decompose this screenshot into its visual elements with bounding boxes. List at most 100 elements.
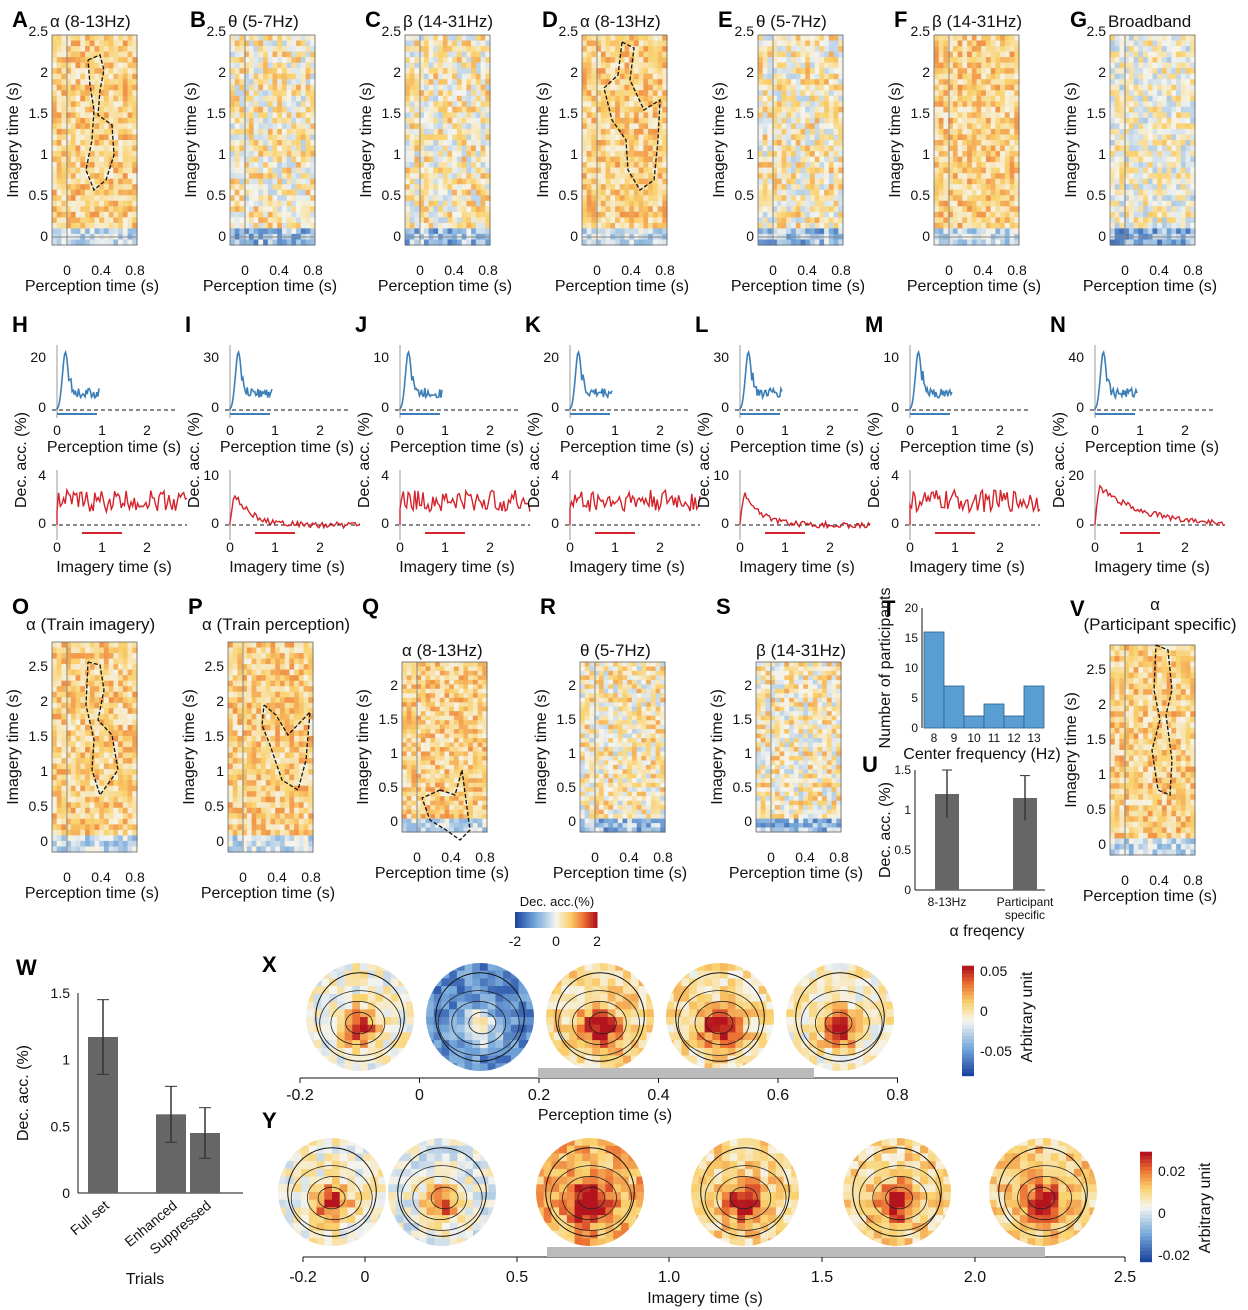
heatmap-cell <box>948 73 954 80</box>
heatmap-cell <box>438 40 444 47</box>
heatmap-cell <box>230 162 236 169</box>
heatmap-cell <box>480 84 486 91</box>
heatmap-cell <box>447 79 453 86</box>
heatmap-cell <box>1009 151 1015 158</box>
heatmap-cell <box>52 123 58 130</box>
heatmap-cell <box>781 106 787 113</box>
heatmap-cell <box>990 35 996 42</box>
heatmap-cell <box>657 117 663 124</box>
heatmap-cell <box>1000 46 1006 53</box>
heatmap-cell <box>61 84 67 91</box>
heatmap-cell <box>819 35 825 42</box>
heatmap-cell <box>456 40 463 47</box>
heatmap-cell <box>480 162 486 169</box>
heatmap-cell <box>234 35 240 42</box>
heatmap-cell <box>648 57 654 64</box>
heatmap-cell <box>643 206 649 213</box>
heatmap-cell <box>828 140 835 147</box>
heatmap-cell <box>272 156 278 163</box>
heatmap-cell <box>786 195 792 202</box>
heatmap-cell <box>624 46 630 53</box>
heatmap-cell <box>1119 206 1125 213</box>
heatmap-cell <box>1157 123 1163 130</box>
heatmap-cell <box>1180 117 1187 124</box>
heatmap-cell <box>1157 95 1163 102</box>
heatmap-cell <box>619 211 626 218</box>
heatmap-cell <box>1119 62 1125 69</box>
heatmap-cell <box>108 162 114 169</box>
heatmap-cell <box>772 184 778 191</box>
heatmap-cell <box>103 189 110 196</box>
heatmap-cell <box>662 73 668 80</box>
heatmap-cell <box>981 112 987 119</box>
heatmap-cell <box>624 145 630 152</box>
heatmap-cell <box>85 200 91 207</box>
heatmap-cell <box>94 84 100 91</box>
heatmap-cell <box>758 151 764 158</box>
heatmap-cell <box>405 95 411 102</box>
heatmap-cell <box>662 140 668 147</box>
heatmap-cell <box>475 57 482 64</box>
heatmap-cell <box>461 217 467 224</box>
heatmap-cell <box>118 46 124 53</box>
heatmap-cell <box>419 79 425 86</box>
heatmap-cell <box>66 90 72 97</box>
heatmap-cell <box>286 57 292 64</box>
heatmap-cell <box>1124 117 1130 124</box>
heatmap-cell <box>466 123 472 130</box>
heatmap-cell <box>253 178 259 185</box>
heatmap-cell <box>758 40 764 47</box>
heatmap-cell <box>127 173 133 180</box>
heatmap-cell <box>805 167 811 174</box>
heatmap-cell <box>1133 189 1139 196</box>
heatmap-cell <box>643 140 649 147</box>
heatmap-cell <box>127 178 133 185</box>
heatmap-cell <box>600 106 607 113</box>
heatmap-cell <box>296 140 302 147</box>
heatmap-cell <box>230 173 236 180</box>
y-tick: 1.5 <box>1087 105 1107 121</box>
heatmap-cell <box>485 95 491 102</box>
heatmap-cell <box>1128 173 1135 180</box>
heatmap-cell <box>108 79 114 86</box>
heatmap-cell <box>605 151 611 158</box>
heatmap-cell <box>791 117 797 124</box>
heatmap-cell <box>1114 206 1120 213</box>
heatmap-cell <box>596 62 602 69</box>
heatmap-cell <box>985 239 992 246</box>
heatmap-cell <box>809 73 816 80</box>
heatmap-cell <box>786 178 792 185</box>
heatmap-cell <box>962 228 968 235</box>
heatmap-cell <box>633 57 640 64</box>
heatmap-cell <box>461 51 467 58</box>
heatmap-cell <box>56 162 62 169</box>
heatmap-cell <box>638 46 644 53</box>
heatmap-cell <box>814 156 820 163</box>
heatmap-cell <box>1171 200 1177 207</box>
heatmap-cell <box>1190 117 1196 124</box>
heatmap-cell <box>629 195 635 202</box>
heatmap-cell <box>800 184 806 191</box>
heatmap-cell <box>409 140 415 147</box>
heatmap-cell <box>281 200 288 207</box>
heatmap-cell <box>80 101 86 108</box>
heatmap-cell <box>657 239 663 246</box>
heatmap-cell <box>272 117 278 124</box>
heatmap-cell <box>967 101 973 108</box>
heatmap-cell <box>1143 51 1149 58</box>
heatmap-cell <box>805 239 811 246</box>
heatmap-cell <box>253 112 259 119</box>
heatmap-cell <box>582 90 588 97</box>
heatmap-cell <box>442 73 449 80</box>
heatmap-cell <box>1124 46 1130 53</box>
heatmap-cell <box>990 140 996 147</box>
heatmap-cell <box>248 73 255 80</box>
heatmap-cell <box>615 211 621 218</box>
heatmap-cell <box>132 46 138 53</box>
heatmap-cell <box>971 217 978 224</box>
heatmap-cell <box>132 217 138 224</box>
heatmap-cell <box>1180 228 1187 235</box>
heatmap-cell <box>638 112 644 119</box>
heatmap-cell <box>805 95 811 102</box>
heatmap-cell <box>52 145 58 152</box>
